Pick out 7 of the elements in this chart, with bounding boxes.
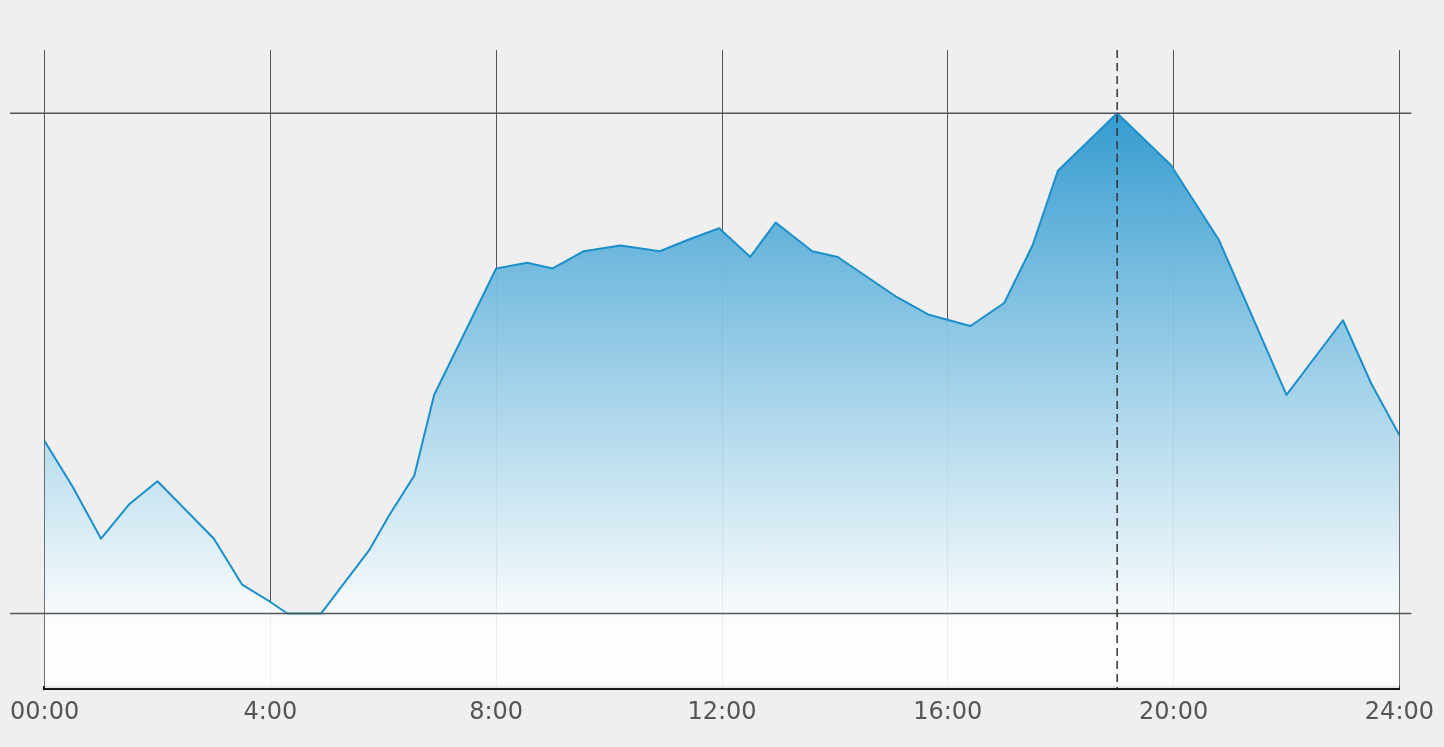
x-tick-label: 4:00 (243, 696, 298, 725)
x-tick-label: 12:00 (687, 696, 757, 725)
x-tick-label: 8:00 (469, 696, 524, 725)
x-tick-label: 00:00 (10, 696, 80, 725)
x-tick-label: 24:00 (1364, 696, 1434, 725)
x-tick-label: 20:00 (1139, 696, 1209, 725)
x-tick-label: 16:00 (913, 696, 983, 725)
